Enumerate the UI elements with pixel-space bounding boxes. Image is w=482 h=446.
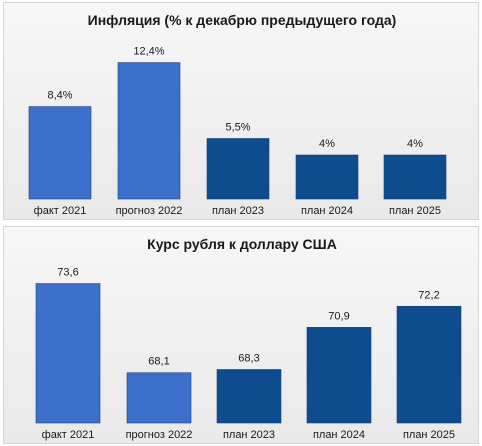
bar-3 xyxy=(216,369,282,424)
bar-1 xyxy=(28,106,92,200)
ruble-rate-chart: Курс рубля к доллару США 73,6 68,1 68,3 70,… xyxy=(35,236,462,441)
data-label-4: 70,9 xyxy=(328,310,349,322)
data-label-1: 73,6 xyxy=(57,267,78,279)
bar-3 xyxy=(206,138,270,200)
data-label-4: 4% xyxy=(319,138,335,150)
chart-title: Инфляция (% к декабрю предыдущего года) xyxy=(88,12,397,28)
inflation-chart-panel: Инфляция (% к декабрю предыдущего года) … xyxy=(3,2,479,220)
bar-2 xyxy=(126,372,192,424)
category-label-5: план 2025 xyxy=(403,429,455,441)
data-labels: 73,6 68,1 68,3 70,9 72,2 xyxy=(57,267,439,368)
inflation-chart: Инфляция (% к декабрю предыдущего года) … xyxy=(28,12,447,217)
category-label-1: факт 2021 xyxy=(34,205,87,217)
data-labels: 8,4% 12,4% 5,5% 4% 4% xyxy=(47,46,423,150)
category-labels: факт 2021 прогноз 2022 план 2023 план 2024 п… xyxy=(34,205,441,217)
bar-5 xyxy=(383,154,447,200)
data-label-2: 12,4% xyxy=(133,46,164,58)
category-label-5: план 2025 xyxy=(389,205,441,217)
bar-1 xyxy=(35,283,101,424)
bar-4 xyxy=(295,154,359,200)
data-label-3: 68,3 xyxy=(238,353,259,365)
data-label-3: 5,5% xyxy=(225,122,250,134)
ruble-rate-chart-panel: Курс рубля к доллару США 73,6 68,1 68,3 70,… xyxy=(3,226,479,444)
bar-4 xyxy=(306,327,372,424)
category-label-3: план 2023 xyxy=(212,205,264,217)
data-label-5: 4% xyxy=(407,138,423,150)
chart-title: Курс рубля к доллару США xyxy=(147,236,337,252)
bar-5 xyxy=(396,305,462,424)
category-label-4: план 2024 xyxy=(313,429,365,441)
category-label-1: факт 2021 xyxy=(42,429,95,441)
category-label-3: план 2023 xyxy=(223,429,275,441)
bar-2 xyxy=(117,62,181,200)
data-label-2: 68,1 xyxy=(148,356,169,368)
category-labels: факт 2021 прогноз 2022 план 2023 план 2024 п… xyxy=(42,429,455,441)
data-label-5: 72,2 xyxy=(418,289,439,301)
category-label-2: прогноз 2022 xyxy=(126,429,193,441)
data-label-1: 8,4% xyxy=(47,90,72,102)
category-label-4: план 2024 xyxy=(301,205,353,217)
bars xyxy=(28,62,447,200)
category-label-2: прогноз 2022 xyxy=(116,205,183,217)
bars xyxy=(35,283,462,424)
